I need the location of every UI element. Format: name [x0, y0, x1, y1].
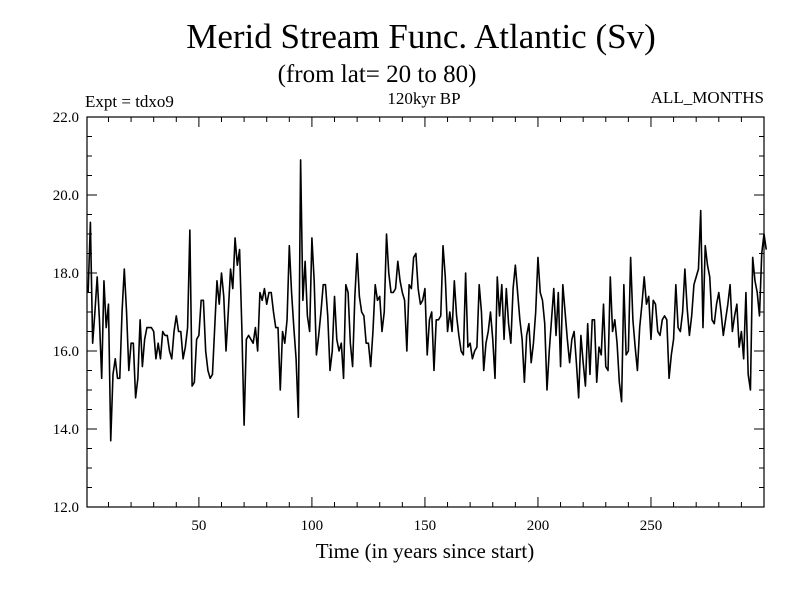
series-line [87, 159, 768, 442]
x-tick-label: 50 [191, 518, 206, 534]
y-tick-label: 20.0 [53, 188, 79, 204]
x-tick-label: 250 [640, 518, 663, 534]
x-tick-label: 150 [414, 518, 437, 534]
months-label: ALL_MONTHS [651, 88, 764, 107]
period-label: 120kyr BP [387, 89, 460, 108]
y-tick-label: 22.0 [53, 110, 79, 126]
chart-subtitle: (from lat= 20 to 80) [278, 61, 477, 88]
y-tick-label: 14.0 [53, 422, 79, 438]
y-tick-label: 16.0 [53, 344, 79, 360]
axis-tick-labels: 50 100 150 200 250 12.0 14.0 16.0 18.0 20.0 22.0 [53, 110, 662, 534]
x-tick-label: 100 [301, 518, 324, 534]
y-tick-label: 18.0 [53, 266, 79, 282]
x-tick-label: 200 [527, 518, 550, 534]
x-axis-label: Time (in years since start) [316, 539, 535, 563]
y-tick-label: 12.0 [53, 500, 79, 516]
chart-title: Merid Stream Func. Atlantic (Sv) [186, 17, 656, 56]
experiment-label: Expt = tdxo9 [85, 92, 174, 111]
